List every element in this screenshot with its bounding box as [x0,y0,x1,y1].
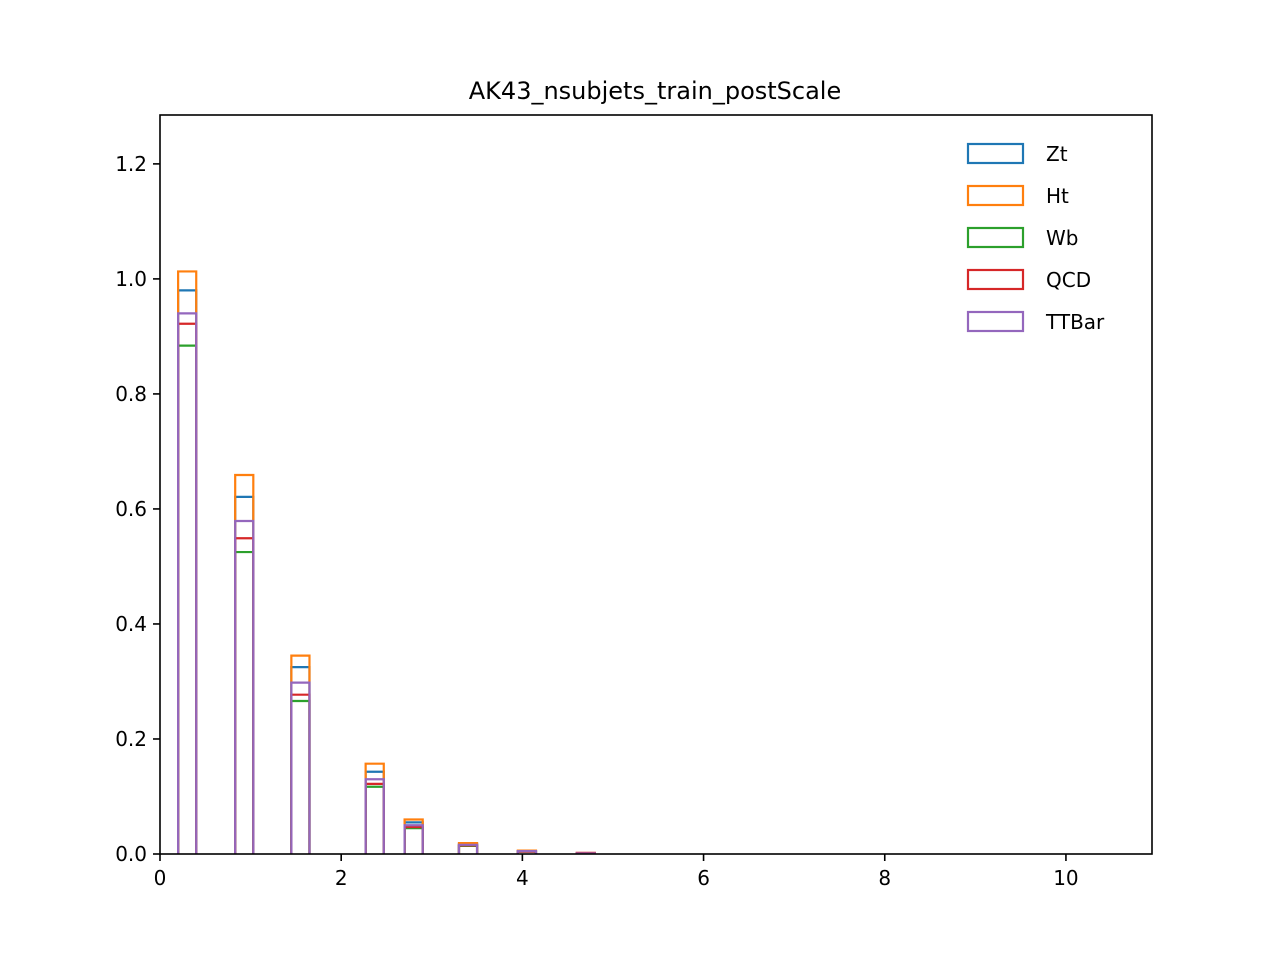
x-tick-label: 8 [878,866,891,890]
bars-layer [177,270,596,855]
y-tick-label: 0.4 [115,612,147,636]
legend-swatch [966,268,1025,291]
legend-item-ttbar: TTBar [966,310,1105,334]
legend-item-ht: Ht [966,184,1069,208]
x-tick-label: 6 [697,866,710,890]
y-tick-label: 0.0 [115,842,147,866]
x-axis: 0 2 4 6 8 10 [154,854,1079,890]
y-tick-label: 0.2 [115,727,147,751]
histogram-bar-ttbar-5 [457,843,479,854]
legend-swatch [966,226,1025,249]
x-tick-label: 2 [335,866,348,890]
legend-label: QCD [1046,268,1091,292]
legend-item-qcd: QCD [966,268,1091,292]
legend-label: Wb [1046,226,1078,250]
legend-label: Zt [1046,142,1068,166]
legend-swatch [966,184,1025,207]
y-axis: 0.0 0.2 0.4 0.6 0.8 1.0 1.2 [115,152,160,866]
legend-swatch [966,310,1025,333]
series-ttbar [177,312,596,855]
legend-swatch [966,142,1025,165]
histogram-bar-ttbar-6 [516,850,538,854]
legend-label: TTBar [1045,310,1105,334]
histogram-bar-ttbar-2 [290,681,311,854]
x-tick-label: 0 [154,866,167,890]
x-tick-label: 10 [1053,866,1078,890]
legend-label: Ht [1046,184,1069,208]
y-tick-label: 0.6 [115,497,147,521]
plot-frame [159,114,1153,855]
histogram-bar-ttbar-0 [177,312,198,854]
histogram-bar-ttbar-1 [234,519,255,854]
histogram-bar-ttbar-3 [364,778,385,854]
legend-item-zt: Zt [966,142,1068,166]
chart-title: AK43_nsubjets_train_postScale [469,77,841,105]
x-tick-label: 4 [516,866,529,890]
histogram-bar-ttbar-4 [403,824,424,854]
legend: Zt Ht Wb QCD TTBar [966,142,1105,334]
y-tick-label: 1.2 [115,152,147,176]
y-tick-label: 0.8 [115,382,147,406]
y-tick-label: 1.0 [115,267,147,291]
legend-item-wb: Wb [966,226,1078,250]
